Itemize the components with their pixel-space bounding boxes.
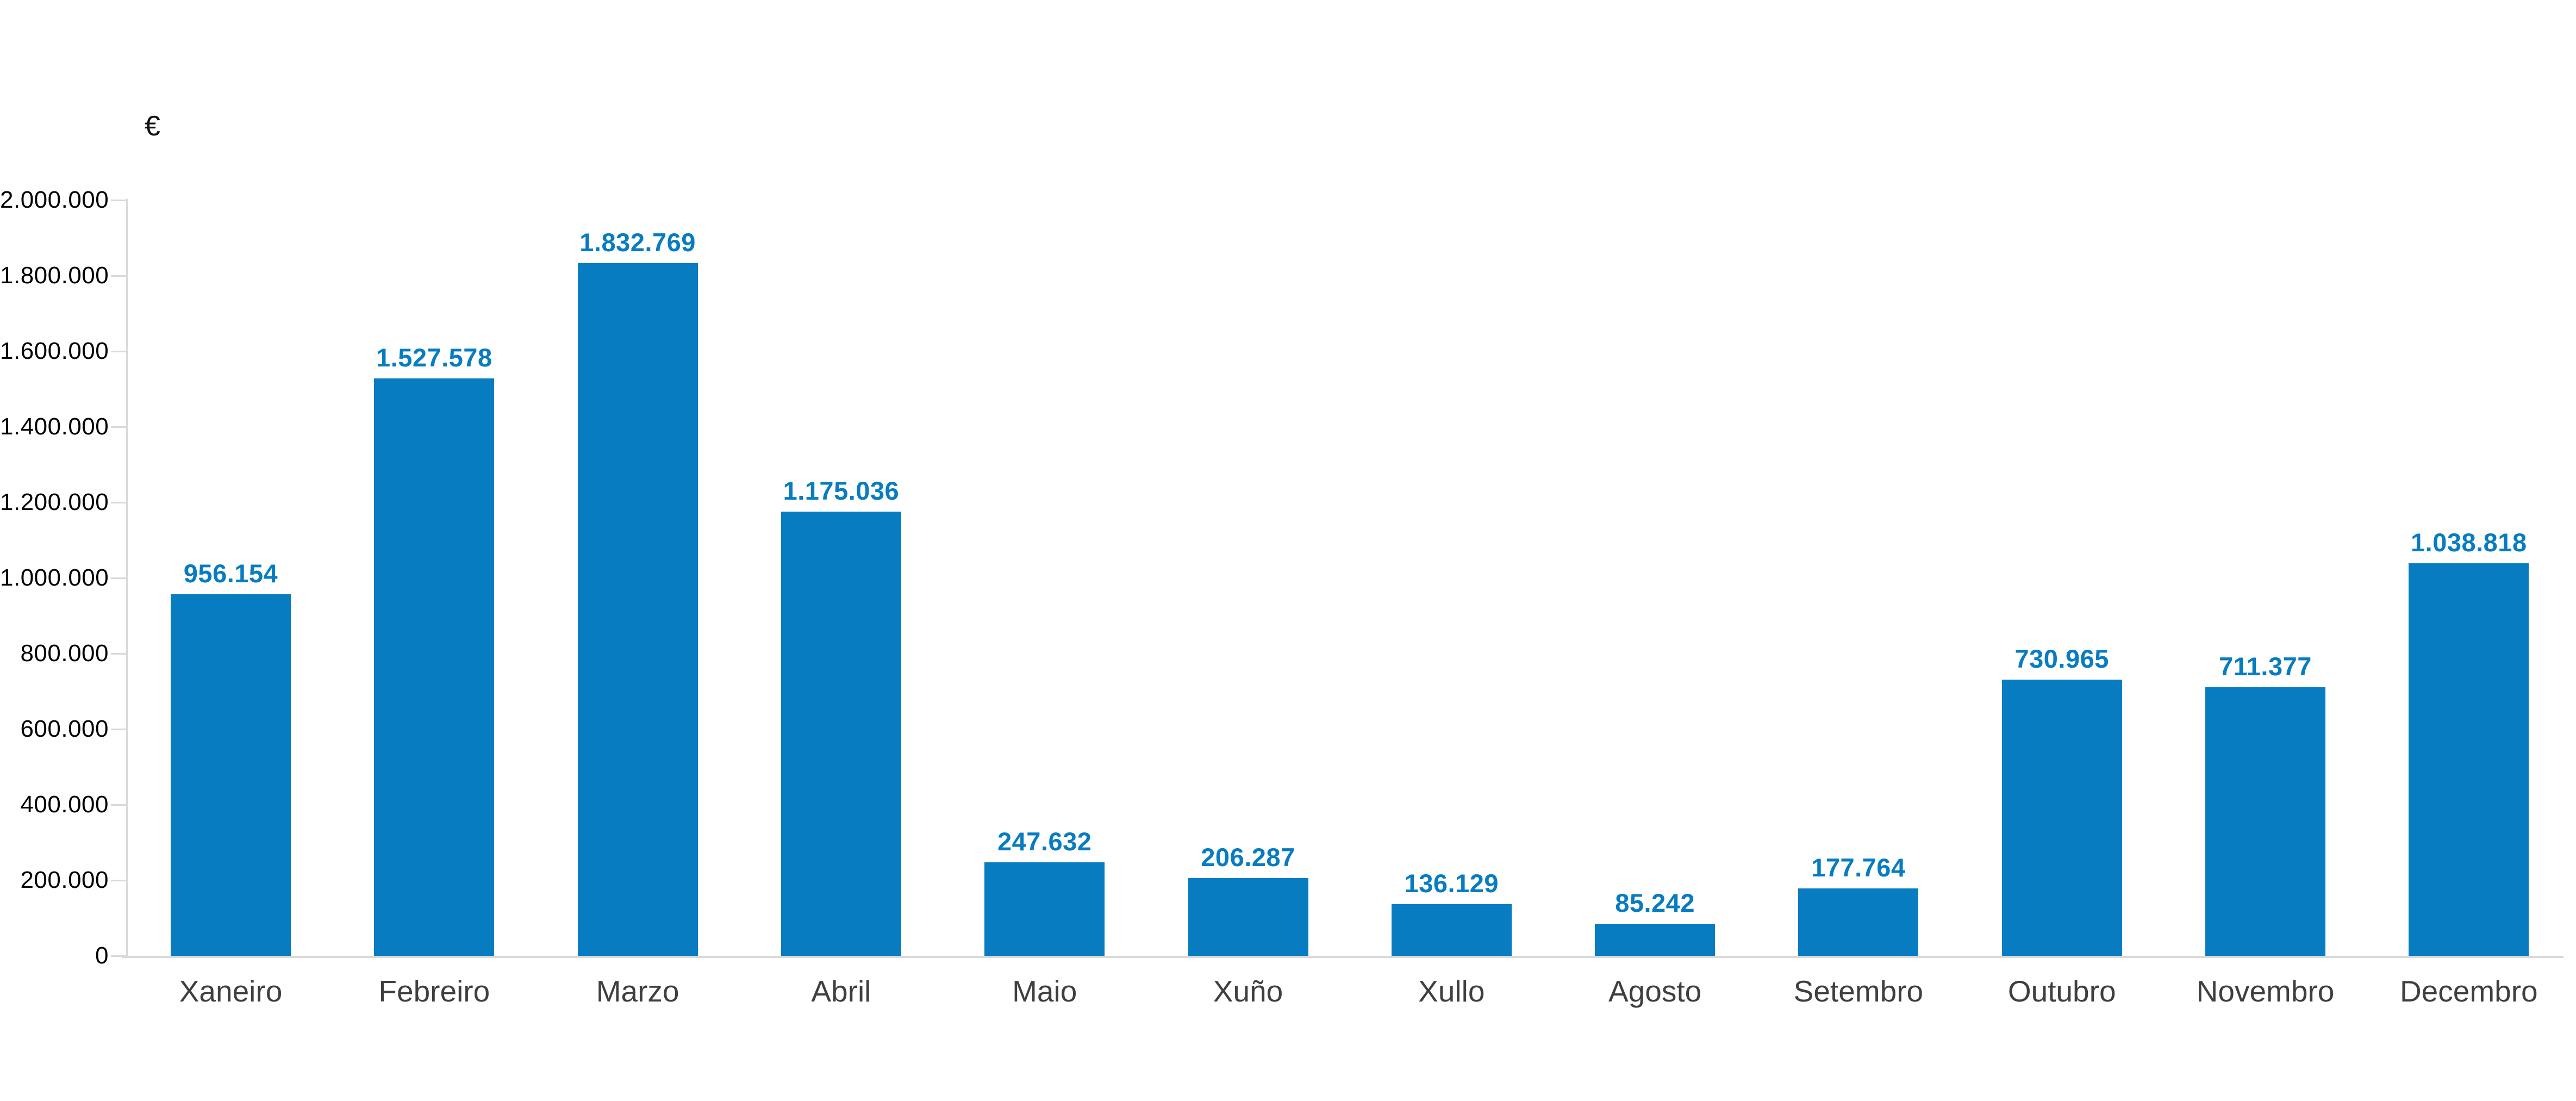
y-axis-tick-mark [111,275,126,277]
bar [984,862,1105,956]
bar [1188,878,1308,956]
y-axis-line [126,199,128,957]
y-axis-tick-mark [111,426,126,428]
bar [1391,904,1512,956]
bar-value-label: 206.287 [1201,843,1295,872]
bar-value-label: 730.965 [2014,644,2109,673]
bar-value-label: 956.154 [183,559,278,588]
bar [2409,563,2529,956]
x-axis-category-label: Febreiro [378,974,490,1008]
bar-value-label: 136.129 [1404,869,1499,898]
y-axis-tick-mark [111,880,126,881]
x-axis-category-label: Abril [811,974,871,1008]
y-axis-tick-label: 1.800.000 [0,262,109,289]
y-axis-tick-mark [111,200,126,201]
y-axis-tick-label: 1.200.000 [0,489,109,515]
x-axis-category-label: Decembro [2399,974,2538,1008]
bar [1595,924,1716,956]
bar-value-label: 1.527.578 [376,343,492,372]
x-axis-category-label: Xuño [1213,974,1283,1008]
x-axis-category-label: Novembro [2196,974,2335,1008]
y-axis-tick-mark [111,729,126,730]
bar-value-label: 1.832.769 [579,228,696,257]
y-axis-tick-label: 200.000 [20,867,109,893]
x-axis-category-label: Maio [1012,974,1077,1008]
y-axis-tick-label: 1.400.000 [0,413,109,440]
y-axis-tick-label: 0 [95,942,109,969]
x-axis-category-label: Xullo [1418,974,1485,1008]
bar-value-label: 1.175.036 [783,476,900,505]
x-axis-category-label: Xaneiro [179,974,283,1008]
y-axis-tick-mark [111,804,126,806]
y-axis-tick-label: 800.000 [20,640,109,667]
y-axis-unit-label: € [145,110,160,142]
x-axis-baseline [122,956,2563,958]
y-axis-tick-mark [111,577,126,579]
bar [1798,888,1919,956]
x-axis-category-label: Agosto [1608,974,1702,1008]
x-axis-category-label: Outubro [2007,974,2116,1008]
bar [781,512,901,956]
bar-value-label: 247.632 [997,827,1092,856]
y-axis-tick-mark [111,502,126,503]
y-axis-tick-label: 1.600.000 [0,338,109,364]
y-axis-tick-label: 2.000.000 [0,186,109,213]
x-axis-category-label: Marzo [596,974,679,1008]
x-axis-category-label: Setembro [1793,974,1924,1008]
bar-value-label: 85.242 [1615,888,1695,917]
bar-value-label: 1.038.818 [2411,528,2527,557]
bar-value-label: 177.764 [1811,853,1906,882]
y-axis-tick-label: 1.000.000 [0,564,109,591]
y-axis-tick-mark [111,653,126,655]
y-axis-tick-label: 400.000 [20,791,109,818]
y-axis-tick-label: 600.000 [20,716,109,742]
bar [171,594,291,956]
y-axis-tick-mark [111,955,126,957]
bar [577,263,698,956]
bar [2205,687,2325,956]
y-axis-tick-mark [111,351,126,352]
bar [2001,680,2122,956]
bar [374,378,495,956]
bar-value-label: 711.377 [2219,652,2312,681]
